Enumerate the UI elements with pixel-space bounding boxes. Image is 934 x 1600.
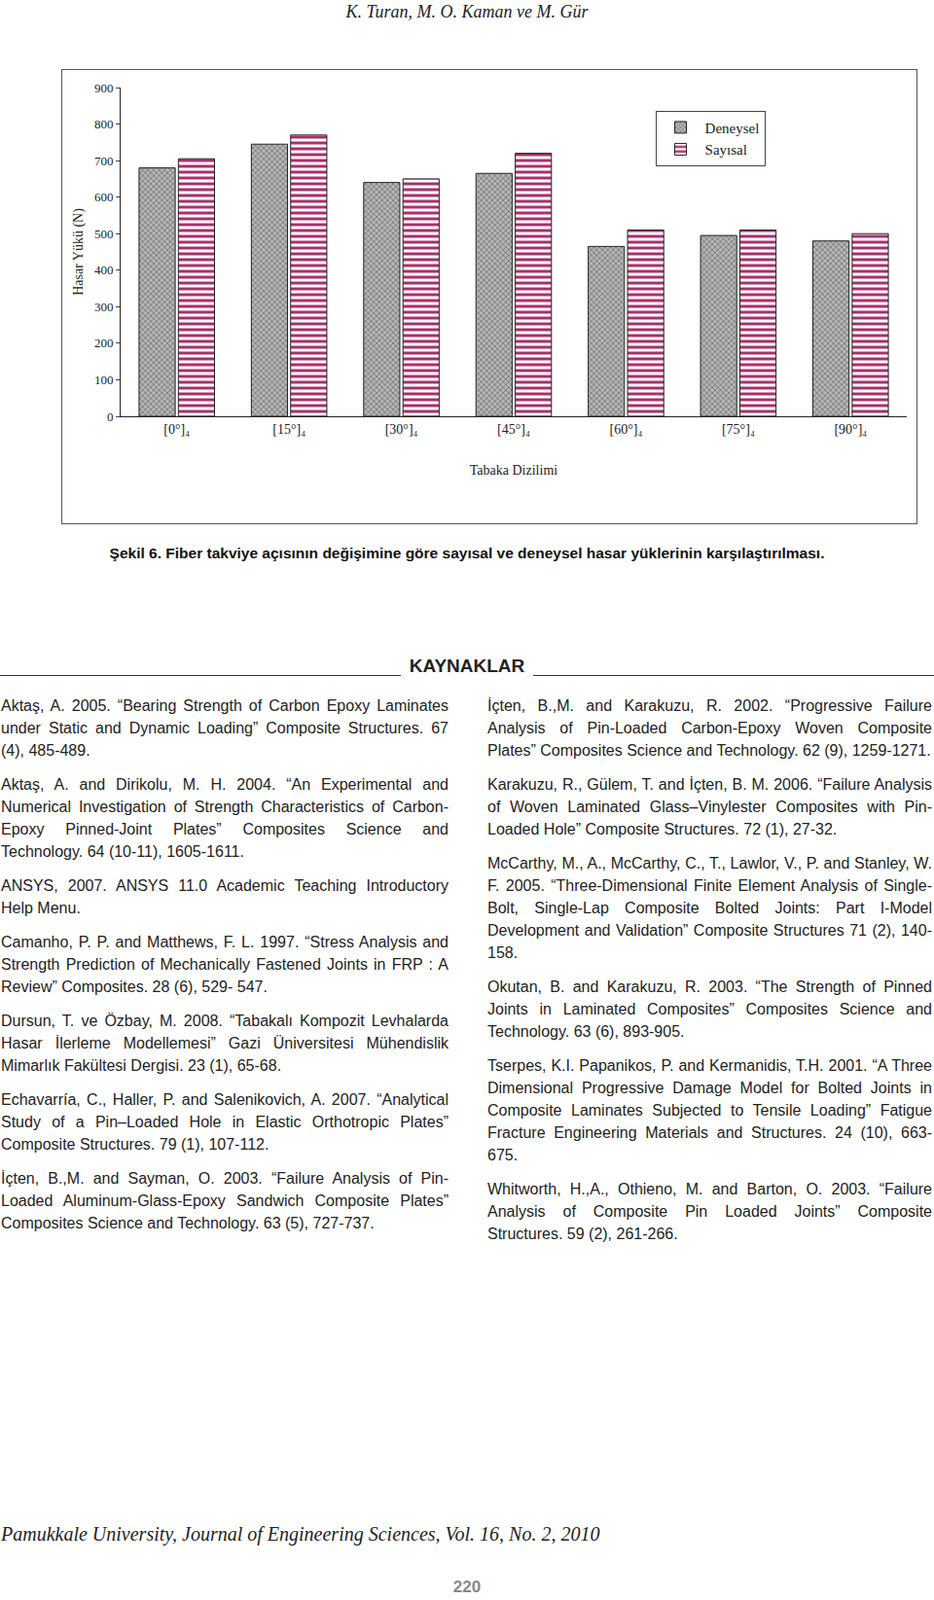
svg-text:[60°]₄: [60°]₄	[610, 422, 644, 437]
html-text:Dursun, T. ve Özbay, M. 2008.: Dursun, T. ve Özbay, M. 2008. “Tabakalı …	[0, 1012, 449, 1075]
svg-text:[45°]₄: [45°]₄	[497, 422, 531, 437]
html-text:Echavarría, C., Haller, P. and: Echavarría, C., Haller, P. and Salenikov…	[0, 1091, 449, 1153]
svg-text:600: 600	[94, 189, 114, 205]
svg-text:[30°]₄: [30°]₄	[385, 422, 419, 437]
svg-text:Tabaka Dizilimi: Tabaka Dizilimi	[469, 463, 558, 478]
html-text:Okutan, B. and Karakuzu, R. 20: Okutan, B. and Karakuzu, R. 2003. “The S…	[487, 978, 933, 1041]
svg-text:[90°]₄: [90°]₄	[833, 422, 867, 437]
svg-text:900: 900	[94, 80, 114, 96]
svg-text:[15°]₄: [15°]₄	[272, 422, 306, 437]
html-text:İçten, B.,M. and Sayman, O. 20: İçten, B.,M. and Sayman, O. 2003. “Failu…	[0, 1170, 449, 1232]
svg-text:200: 200	[94, 335, 114, 351]
html-text:İçten, B.,M. and Karakuzu, R.: İçten, B.,M. and Karakuzu, R. 2002. “Pro…	[487, 697, 933, 759]
html-text:Tserpes, K.I. Papanikos, P. an: Tserpes, K.I. Papanikos, P. and Kermanid…	[487, 1057, 933, 1164]
html-text:Aktaş, A. 2005. “Bearing Stren: Aktaş, A. 2005. “Bearing Strength of Car…	[0, 697, 449, 759]
svg-text:700: 700	[94, 153, 114, 169]
svg-text:[75°]₄: [75°]₄	[721, 422, 755, 437]
html-text:K. Turan, M. O. Kaman ve M. Gü: K. Turan, M. O. Kaman ve M. Gür	[345, 1, 589, 22]
svg-text:0: 0	[107, 409, 114, 425]
svg-text:Sayısal: Sayısal	[705, 142, 748, 158]
svg-text:800: 800	[94, 116, 114, 132]
svg-text:[0°]₄: [0°]₄	[163, 422, 190, 437]
html-text:Aktaş, A. and Dirikolu, M. H.: Aktaş, A. and Dirikolu, M. H. 2004. “An …	[0, 776, 449, 861]
html-text:Pamukkale University, Journal: Pamukkale University, Journal of Enginee…	[0, 1523, 600, 1545]
html-text:220: 220	[453, 1578, 481, 1597]
svg-text:Deneysel: Deneysel	[705, 120, 760, 137]
svg-text:Hasar Yükü (N): Hasar Yükü (N)	[71, 208, 87, 296]
svg-text:100: 100	[94, 372, 114, 388]
svg-text:500: 500	[94, 226, 114, 242]
html-text:McCarthy, M., A., McCarthy, C.: McCarthy, M., A., McCarthy, C., T., Lawl…	[487, 855, 933, 962]
html-text:Şekil 6. Fiber takviye açısını: Şekil 6. Fiber takviye açısının değişimi…	[109, 544, 825, 562]
html-text:Camanho, P. P. and Matthews, F: Camanho, P. P. and Matthews, F. L. 1997.…	[0, 934, 449, 996]
svg-text:300: 300	[94, 299, 114, 315]
svg-text:400: 400	[94, 262, 114, 278]
html-text:KAYNAKLAR: KAYNAKLAR	[409, 655, 525, 677]
html-text:Whitworth, H.,A., Othieno, M.: Whitworth, H.,A., Othieno, M. and Barton…	[487, 1181, 933, 1243]
html-text:ANSYS, 2007. ANSYS 11.0 Academ: ANSYS, 2007. ANSYS 11.0 Academic Teachin…	[0, 877, 449, 917]
html-text:Karakuzu, R., Gülem, T. and İç: Karakuzu, R., Gülem, T. and İçten, B. M.…	[487, 776, 933, 838]
